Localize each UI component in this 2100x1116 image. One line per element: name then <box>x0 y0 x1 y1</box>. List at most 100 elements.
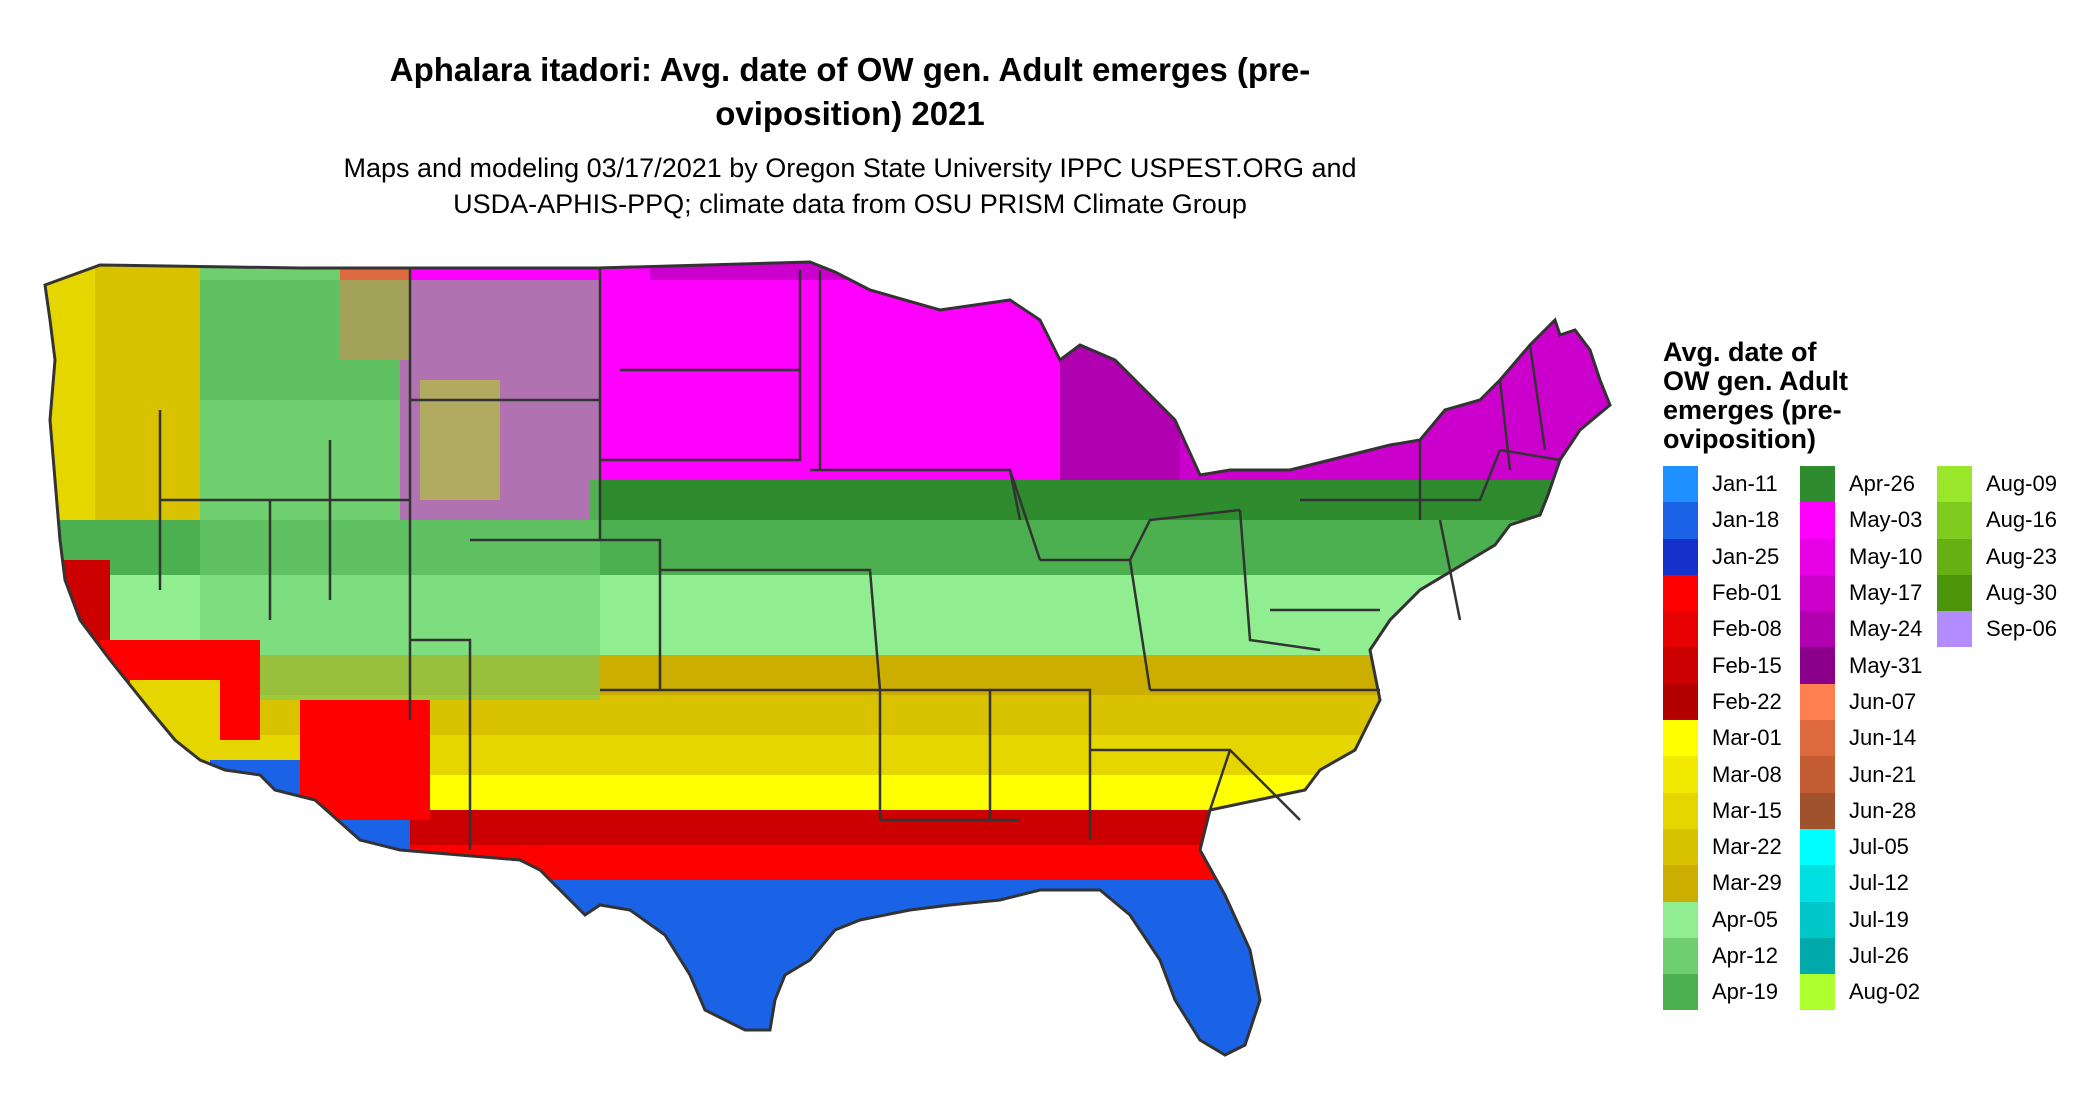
legend-label: Aug-02 <box>1849 979 1920 1005</box>
legend-label: Apr-26 <box>1849 471 1916 497</box>
legend-label: Jan-11 <box>1712 471 1778 497</box>
legend-label: Feb-22 <box>1712 688 1782 714</box>
legend-item: Jul-19 <box>1800 901 1922 938</box>
legend-item: Mar-01 <box>1663 720 1782 757</box>
legend-item: Jun-14 <box>1800 720 1922 757</box>
legend-title: Avg. date of OW gen. Adult emerges (pre-… <box>1663 338 1903 454</box>
legend-label: Jul-26 <box>1849 943 1909 968</box>
legend-label: Jan-18 <box>1712 507 1780 533</box>
legend-item: May-03 <box>1800 502 1923 539</box>
legend: Avg. date of OW gen. Adult emerges (pre-… <box>1663 338 2093 1011</box>
legend-label: Aug-16 <box>1986 507 2057 533</box>
legend-item: Jul-05 <box>1800 828 1922 866</box>
state-borders <box>158 268 1561 850</box>
legend-item: Aug-02 <box>1800 974 1922 1011</box>
us-map-svg <box>43 260 1612 1057</box>
legend-label: May-24 <box>1849 616 1923 642</box>
legend-item: Jul-26 <box>1800 937 1922 975</box>
legend-label: Mar-01 <box>1712 725 1782 751</box>
legend-swatch <box>1937 466 1972 503</box>
legend-swatch <box>1663 502 1698 539</box>
map-title: Aphalara itadori: Avg. date of OW gen. A… <box>200 48 1500 136</box>
legend-swatch <box>1800 647 1835 684</box>
legend-swatch <box>1800 937 1835 975</box>
us-map <box>43 260 1612 1057</box>
legend-item: Mar-22 <box>1663 828 1782 866</box>
legend-swatch <box>1663 538 1698 575</box>
legend-item: Feb-01 <box>1663 574 1782 612</box>
legend-item: Aug-30 <box>1937 574 2057 612</box>
legend-swatch <box>1937 502 1972 539</box>
legend-label: Jun-07 <box>1849 688 1917 714</box>
legend-swatch <box>1800 901 1835 938</box>
legend-title-line: Avg. date of <box>1663 337 1817 367</box>
legend-item: Jul-12 <box>1800 865 1922 902</box>
legend-swatch <box>1663 647 1698 684</box>
legend-swatch <box>1800 756 1835 793</box>
map-subtitle: Maps and modeling 03/17/2021 by Oregon S… <box>200 150 1500 222</box>
legend-swatch <box>1800 574 1835 612</box>
legend-item: Jan-25 <box>1663 538 1782 575</box>
map-subtitle-line-2: USDA-APHIS-PPQ; climate data from OSU PR… <box>453 189 1247 219</box>
legend-column: Aug-09 Aug-16 Aug-23 Aug-30 Sep-06 <box>1937 466 2057 648</box>
legend-item: May-17 <box>1800 574 1923 612</box>
legend-label: Mar-29 <box>1712 870 1782 896</box>
legend-label: Aug-30 <box>1986 580 2057 606</box>
legend-label: Jan-25 <box>1712 543 1780 569</box>
legend-item: Sep-06 <box>1937 611 2057 648</box>
legend-swatch <box>1663 683 1698 721</box>
legend-swatch <box>1800 683 1835 721</box>
legend-column: Apr-26 May-03 May-10 May-17 May-24 May-31 Jun-… <box>1800 466 1923 1011</box>
legend-swatch <box>1800 974 1835 1011</box>
legend-swatch <box>1663 611 1698 648</box>
legend-item: Aug-23 <box>1937 538 2057 575</box>
legend-label: Aug-09 <box>1986 471 2057 497</box>
legend-label: May-03 <box>1849 507 1923 533</box>
legend-label: Jul-19 <box>1849 906 1909 932</box>
legend-label: Mar-15 <box>1712 797 1782 823</box>
legend-columns: Jan-11 Jan-18 Jan-25 Feb-01 Feb-08 Feb-15 Feb-… <box>1663 466 2093 1011</box>
legend-item: Jun-21 <box>1800 756 1922 793</box>
legend-item: Jun-07 <box>1800 683 1922 721</box>
legend-swatch <box>1663 974 1698 1011</box>
legend-item: May-10 <box>1800 538 1922 575</box>
legend-swatch <box>1800 792 1835 829</box>
map-subtitle-line-1: Maps and modeling 03/17/2021 by Oregon S… <box>343 153 1357 183</box>
legend-swatch <box>1663 466 1698 503</box>
legend-label: Apr-05 <box>1712 906 1779 932</box>
legend-label: Apr-19 <box>1712 979 1779 1005</box>
legend-item: Apr-26 <box>1800 466 1922 503</box>
legend-item: May-31 <box>1800 647 1923 684</box>
legend-label: May-17 <box>1849 580 1923 606</box>
legend-swatch <box>1663 865 1698 902</box>
legend-column: Jan-11 Jan-18 Jan-25 Feb-01 Feb-08 Feb-15 Feb-… <box>1663 466 1782 1011</box>
legend-item: Mar-15 <box>1663 792 1782 829</box>
legend-label: Mar-22 <box>1712 834 1782 860</box>
legend-item: Feb-22 <box>1663 683 1782 721</box>
legend-item: Feb-08 <box>1663 611 1782 648</box>
legend-title-line: emerges (pre- <box>1663 395 1842 425</box>
legend-swatch <box>1663 574 1698 612</box>
legend-label: Jun-28 <box>1849 797 1917 823</box>
legend-item: Aug-16 <box>1937 502 2057 539</box>
legend-swatch <box>1800 502 1835 539</box>
legend-item: Jun-28 <box>1800 792 1922 829</box>
legend-label: Aug-23 <box>1986 543 2057 569</box>
legend-swatch <box>1937 611 1972 648</box>
legend-label: Sep-06 <box>1986 616 2057 642</box>
legend-swatch <box>1663 828 1698 866</box>
legend-swatch <box>1937 574 1972 612</box>
legend-item: Jan-11 <box>1663 466 1782 503</box>
legend-label: Feb-15 <box>1712 652 1782 678</box>
legend-item: May-24 <box>1800 611 1923 648</box>
legend-swatch <box>1663 720 1698 757</box>
legend-item: Apr-19 <box>1663 974 1782 1011</box>
legend-label: Mar-08 <box>1712 761 1782 787</box>
legend-swatch <box>1800 828 1835 866</box>
legend-swatch <box>1663 792 1698 829</box>
legend-swatch <box>1800 538 1835 575</box>
legend-item: Mar-29 <box>1663 865 1782 902</box>
legend-swatch <box>1663 901 1698 938</box>
legend-item: Feb-15 <box>1663 647 1782 684</box>
legend-label: May-31 <box>1849 652 1923 678</box>
